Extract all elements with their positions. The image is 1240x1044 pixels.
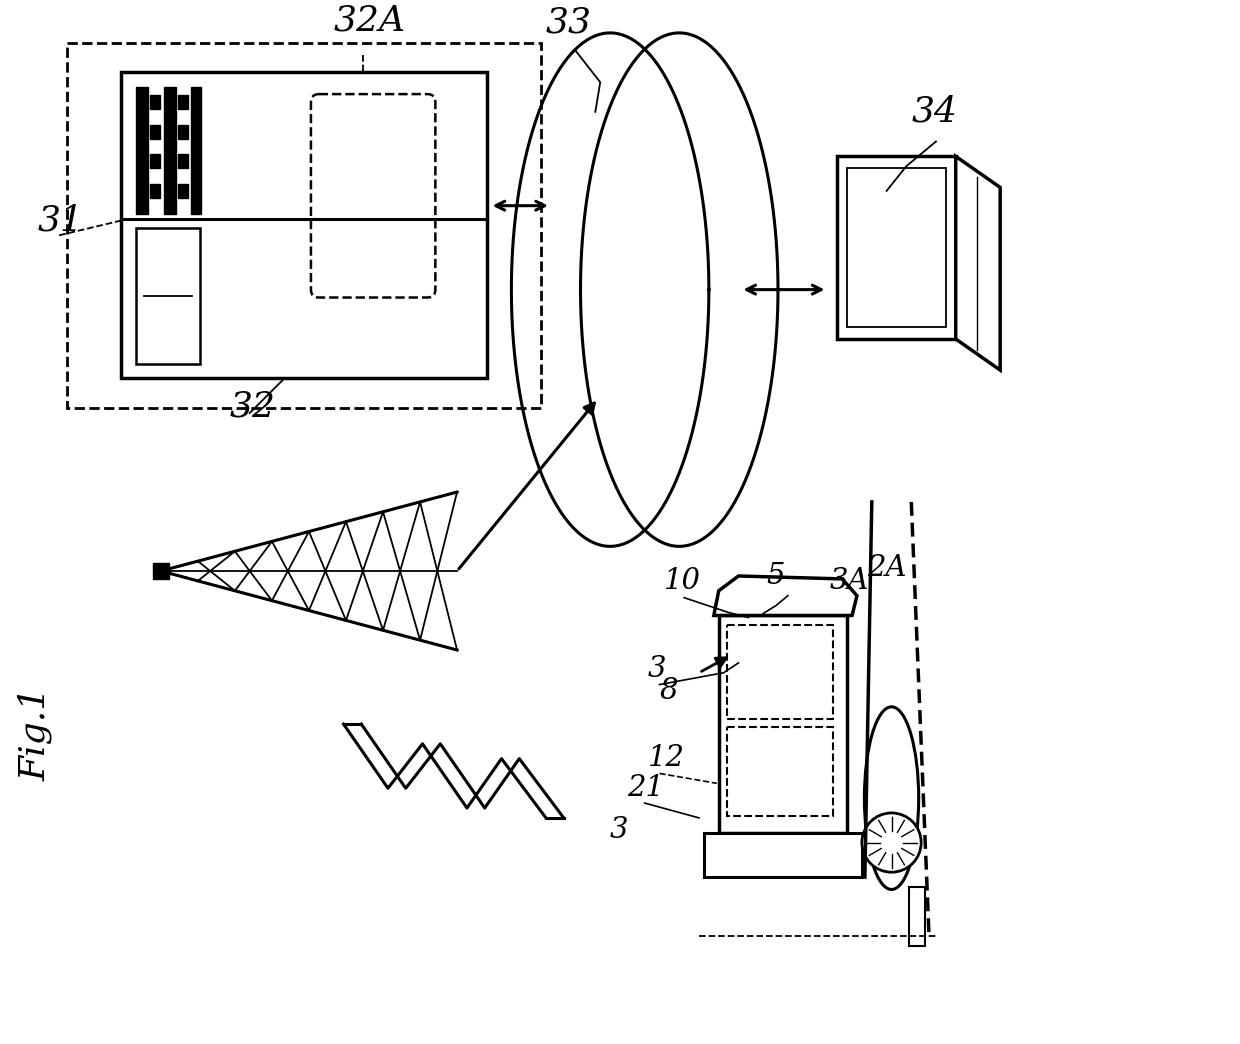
Bar — [150, 124, 160, 139]
Text: 3: 3 — [610, 815, 629, 844]
Circle shape — [862, 813, 921, 872]
Text: 2A: 2A — [867, 554, 906, 582]
Text: 31: 31 — [37, 204, 83, 237]
Bar — [136, 229, 201, 363]
Bar — [136, 88, 148, 214]
Bar — [909, 887, 925, 946]
Bar — [122, 72, 486, 379]
Bar — [727, 727, 833, 816]
Bar — [177, 155, 187, 168]
FancyBboxPatch shape — [311, 94, 435, 298]
Bar — [177, 95, 187, 109]
Bar — [191, 88, 201, 214]
Text: 10: 10 — [665, 567, 702, 595]
Text: 34: 34 — [911, 95, 957, 128]
Text: 12: 12 — [647, 743, 684, 772]
Bar — [67, 43, 541, 408]
Bar — [837, 157, 956, 339]
Bar — [177, 124, 187, 139]
Bar — [150, 95, 160, 109]
Text: Fig.1: Fig.1 — [19, 687, 53, 781]
Text: 32: 32 — [229, 389, 277, 423]
Bar — [727, 625, 833, 719]
Text: 3A: 3A — [830, 567, 869, 595]
Text: 33: 33 — [546, 6, 591, 40]
Bar — [719, 616, 847, 833]
Ellipse shape — [864, 707, 919, 889]
Polygon shape — [714, 576, 857, 616]
Bar — [150, 184, 160, 197]
Polygon shape — [956, 157, 1001, 370]
Text: 32A: 32A — [334, 4, 405, 38]
Bar — [153, 563, 169, 579]
Bar — [177, 184, 187, 197]
Text: 3: 3 — [647, 655, 666, 683]
Bar — [847, 168, 946, 327]
Text: 5: 5 — [766, 562, 785, 590]
Text: 21: 21 — [627, 775, 663, 802]
Text: 8: 8 — [660, 678, 678, 706]
Bar — [150, 155, 160, 168]
Bar — [704, 833, 862, 877]
Bar — [164, 88, 176, 214]
